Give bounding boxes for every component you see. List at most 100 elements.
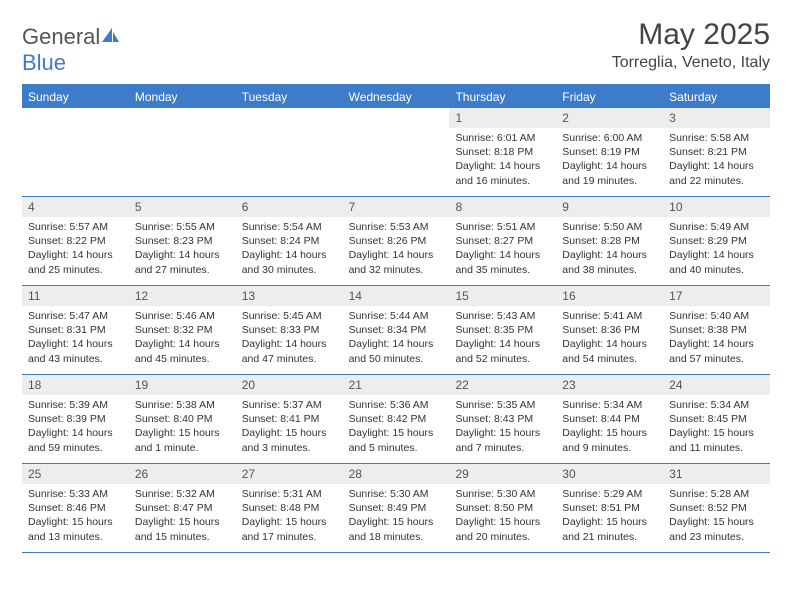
daylight-line-2: and 22 minutes. <box>669 174 764 188</box>
sunset-line: Sunset: 8:27 PM <box>455 234 550 248</box>
day-body: Sunrise: 5:39 AMSunset: 8:39 PMDaylight:… <box>22 395 129 461</box>
sunrise-line: Sunrise: 5:30 AM <box>349 487 444 501</box>
daylight-line-2: and 15 minutes. <box>135 530 230 544</box>
day-body: Sunrise: 5:58 AMSunset: 8:21 PMDaylight:… <box>663 128 770 194</box>
day-cell: 24Sunrise: 5:34 AMSunset: 8:45 PMDayligh… <box>663 375 770 463</box>
day-body: Sunrise: 5:41 AMSunset: 8:36 PMDaylight:… <box>556 306 663 372</box>
sunrise-line: Sunrise: 5:50 AM <box>562 220 657 234</box>
day-cell: 23Sunrise: 5:34 AMSunset: 8:44 PMDayligh… <box>556 375 663 463</box>
day-cell: 26Sunrise: 5:32 AMSunset: 8:47 PMDayligh… <box>129 464 236 552</box>
sunrise-line: Sunrise: 5:43 AM <box>455 309 550 323</box>
sunset-line: Sunset: 8:43 PM <box>455 412 550 426</box>
daylight-line-1: Daylight: 15 hours <box>562 426 657 440</box>
daylight-line-1: Daylight: 15 hours <box>349 515 444 529</box>
sunset-line: Sunset: 8:45 PM <box>669 412 764 426</box>
week-row: 1Sunrise: 6:01 AMSunset: 8:18 PMDaylight… <box>22 108 770 197</box>
sunset-line: Sunset: 8:51 PM <box>562 501 657 515</box>
daylight-line-1: Daylight: 14 hours <box>455 159 550 173</box>
day-body: Sunrise: 6:00 AMSunset: 8:19 PMDaylight:… <box>556 128 663 194</box>
sunrise-line: Sunrise: 5:49 AM <box>669 220 764 234</box>
sunset-line: Sunset: 8:34 PM <box>349 323 444 337</box>
daylight-line-2: and 11 minutes. <box>669 441 764 455</box>
day-number: 16 <box>556 286 663 306</box>
sunset-line: Sunset: 8:26 PM <box>349 234 444 248</box>
daylight-line-2: and 16 minutes. <box>455 174 550 188</box>
day-body: Sunrise: 5:44 AMSunset: 8:34 PMDaylight:… <box>343 306 450 372</box>
day-cell: 28Sunrise: 5:30 AMSunset: 8:49 PMDayligh… <box>343 464 450 552</box>
day-number: 30 <box>556 464 663 484</box>
sunrise-line: Sunrise: 5:38 AM <box>135 398 230 412</box>
sunset-line: Sunset: 8:44 PM <box>562 412 657 426</box>
sunrise-line: Sunrise: 6:00 AM <box>562 131 657 145</box>
week-row: 18Sunrise: 5:39 AMSunset: 8:39 PMDayligh… <box>22 375 770 464</box>
day-cell <box>343 108 450 196</box>
day-body: Sunrise: 5:30 AMSunset: 8:50 PMDaylight:… <box>449 484 556 550</box>
day-number: 26 <box>129 464 236 484</box>
daylight-line-2: and 54 minutes. <box>562 352 657 366</box>
daylight-line-2: and 47 minutes. <box>242 352 337 366</box>
day-number: 18 <box>22 375 129 395</box>
daylight-line-1: Daylight: 14 hours <box>349 248 444 262</box>
day-number: 24 <box>663 375 770 395</box>
day-number: 7 <box>343 197 450 217</box>
day-cell: 10Sunrise: 5:49 AMSunset: 8:29 PMDayligh… <box>663 197 770 285</box>
sunset-line: Sunset: 8:41 PM <box>242 412 337 426</box>
sunrise-line: Sunrise: 5:44 AM <box>349 309 444 323</box>
sunset-line: Sunset: 8:50 PM <box>455 501 550 515</box>
day-number: 9 <box>556 197 663 217</box>
calendar: Sunday Monday Tuesday Wednesday Thursday… <box>22 84 770 553</box>
day-number: 20 <box>236 375 343 395</box>
week-row: 4Sunrise: 5:57 AMSunset: 8:22 PMDaylight… <box>22 197 770 286</box>
sunrise-line: Sunrise: 5:40 AM <box>669 309 764 323</box>
sunset-line: Sunset: 8:21 PM <box>669 145 764 159</box>
sunrise-line: Sunrise: 5:34 AM <box>562 398 657 412</box>
day-number: 4 <box>22 197 129 217</box>
daylight-line-2: and 40 minutes. <box>669 263 764 277</box>
sunset-line: Sunset: 8:29 PM <box>669 234 764 248</box>
sunset-line: Sunset: 8:22 PM <box>28 234 123 248</box>
day-number: 31 <box>663 464 770 484</box>
daylight-line-2: and 13 minutes. <box>28 530 123 544</box>
day-cell: 19Sunrise: 5:38 AMSunset: 8:40 PMDayligh… <box>129 375 236 463</box>
day-cell: 2Sunrise: 6:00 AMSunset: 8:19 PMDaylight… <box>556 108 663 196</box>
sunrise-line: Sunrise: 5:55 AM <box>135 220 230 234</box>
day-number: 3 <box>663 108 770 128</box>
month-title: May 2025 <box>612 18 770 52</box>
week-row: 11Sunrise: 5:47 AMSunset: 8:31 PMDayligh… <box>22 286 770 375</box>
daylight-line-1: Daylight: 14 hours <box>28 337 123 351</box>
day-body: Sunrise: 5:34 AMSunset: 8:44 PMDaylight:… <box>556 395 663 461</box>
week-row: 25Sunrise: 5:33 AMSunset: 8:46 PMDayligh… <box>22 464 770 553</box>
day-number: 6 <box>236 197 343 217</box>
day-number: 13 <box>236 286 343 306</box>
day-cell: 18Sunrise: 5:39 AMSunset: 8:39 PMDayligh… <box>22 375 129 463</box>
day-cell: 15Sunrise: 5:43 AMSunset: 8:35 PMDayligh… <box>449 286 556 374</box>
header: GeneralBlue May 2025 Torreglia, Veneto, … <box>22 18 770 76</box>
logo: GeneralBlue <box>22 24 120 76</box>
day-cell <box>129 108 236 196</box>
daylight-line-2: and 43 minutes. <box>28 352 123 366</box>
daylight-line-2: and 27 minutes. <box>135 263 230 277</box>
day-cell: 27Sunrise: 5:31 AMSunset: 8:48 PMDayligh… <box>236 464 343 552</box>
sunset-line: Sunset: 8:35 PM <box>455 323 550 337</box>
daylight-line-2: and 32 minutes. <box>349 263 444 277</box>
day-number: 19 <box>129 375 236 395</box>
sunrise-line: Sunrise: 5:29 AM <box>562 487 657 501</box>
day-body: Sunrise: 5:28 AMSunset: 8:52 PMDaylight:… <box>663 484 770 550</box>
daylight-line-1: Daylight: 15 hours <box>562 515 657 529</box>
day-cell: 13Sunrise: 5:45 AMSunset: 8:33 PMDayligh… <box>236 286 343 374</box>
daylight-line-2: and 19 minutes. <box>562 174 657 188</box>
day-body: Sunrise: 5:34 AMSunset: 8:45 PMDaylight:… <box>663 395 770 461</box>
daylight-line-2: and 3 minutes. <box>242 441 337 455</box>
daylight-line-2: and 52 minutes. <box>455 352 550 366</box>
day-cell: 21Sunrise: 5:36 AMSunset: 8:42 PMDayligh… <box>343 375 450 463</box>
day-number: 23 <box>556 375 663 395</box>
sunset-line: Sunset: 8:24 PM <box>242 234 337 248</box>
daylight-line-1: Daylight: 15 hours <box>28 515 123 529</box>
logo-part1: General <box>22 24 100 49</box>
day-body: Sunrise: 5:57 AMSunset: 8:22 PMDaylight:… <box>22 217 129 283</box>
sunset-line: Sunset: 8:38 PM <box>669 323 764 337</box>
sunrise-line: Sunrise: 5:28 AM <box>669 487 764 501</box>
day-cell: 5Sunrise: 5:55 AMSunset: 8:23 PMDaylight… <box>129 197 236 285</box>
daylight-line-1: Daylight: 14 hours <box>28 248 123 262</box>
sunrise-line: Sunrise: 5:37 AM <box>242 398 337 412</box>
